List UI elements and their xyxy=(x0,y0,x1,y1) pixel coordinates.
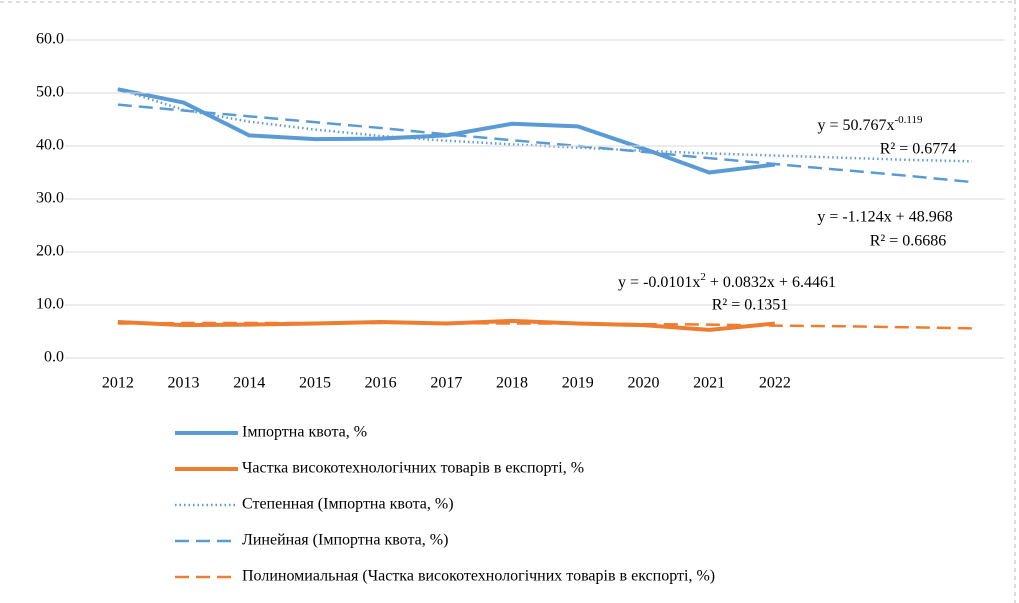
x-tick-label: 2021 xyxy=(693,375,725,392)
y-tick-label: 60.0 xyxy=(36,31,64,48)
series-line xyxy=(117,103,973,184)
trend-equation: y = -1.124x + 48.968 xyxy=(817,209,952,226)
legend-label: Линейная (Імпортна квота, %) xyxy=(242,532,448,549)
x-tick-label: 2014 xyxy=(233,375,265,392)
legend-label: Полиномиальная (Частка високотехнологічн… xyxy=(242,568,715,585)
trend-equation: y = 50.767x-0.119 xyxy=(817,114,923,134)
x-tick-label: 2016 xyxy=(365,375,397,392)
y-tick-label: 50.0 xyxy=(36,84,64,101)
y-tick-label: 10.0 xyxy=(36,296,64,313)
y-tick-label: 30.0 xyxy=(36,190,64,207)
x-tick-label: 2022 xyxy=(759,375,791,392)
x-tick-label: 2020 xyxy=(627,375,659,392)
y-tick-label: 0.0 xyxy=(44,349,64,366)
trend-r2: R² = 0.6774 xyxy=(880,141,957,158)
series-line xyxy=(117,87,776,175)
x-tick-label: 2017 xyxy=(430,375,462,392)
x-tick-label: 2015 xyxy=(299,375,331,392)
y-tick-label: 40.0 xyxy=(36,137,64,154)
legend-label: Степенная (Імпортна квота, %) xyxy=(242,496,454,513)
trend-r2: R² = 0.6686 xyxy=(870,233,947,250)
trend-r2: R² = 0.1351 xyxy=(712,297,789,314)
x-tick-label: 2012 xyxy=(102,375,134,392)
legend-label: Частка високотехнологічних товарів в екс… xyxy=(242,460,584,477)
y-tick-label: 20.0 xyxy=(36,243,64,260)
series-line xyxy=(117,321,972,330)
x-tick-label: 2013 xyxy=(168,375,200,392)
x-tick-label: 2019 xyxy=(562,375,594,392)
legend-label: Імпортна квота, % xyxy=(242,424,367,441)
x-tick-label: 2018 xyxy=(496,375,528,392)
trend-equation: y = -0.0101x2 + 0.0832x + 6.4461 xyxy=(618,271,836,291)
